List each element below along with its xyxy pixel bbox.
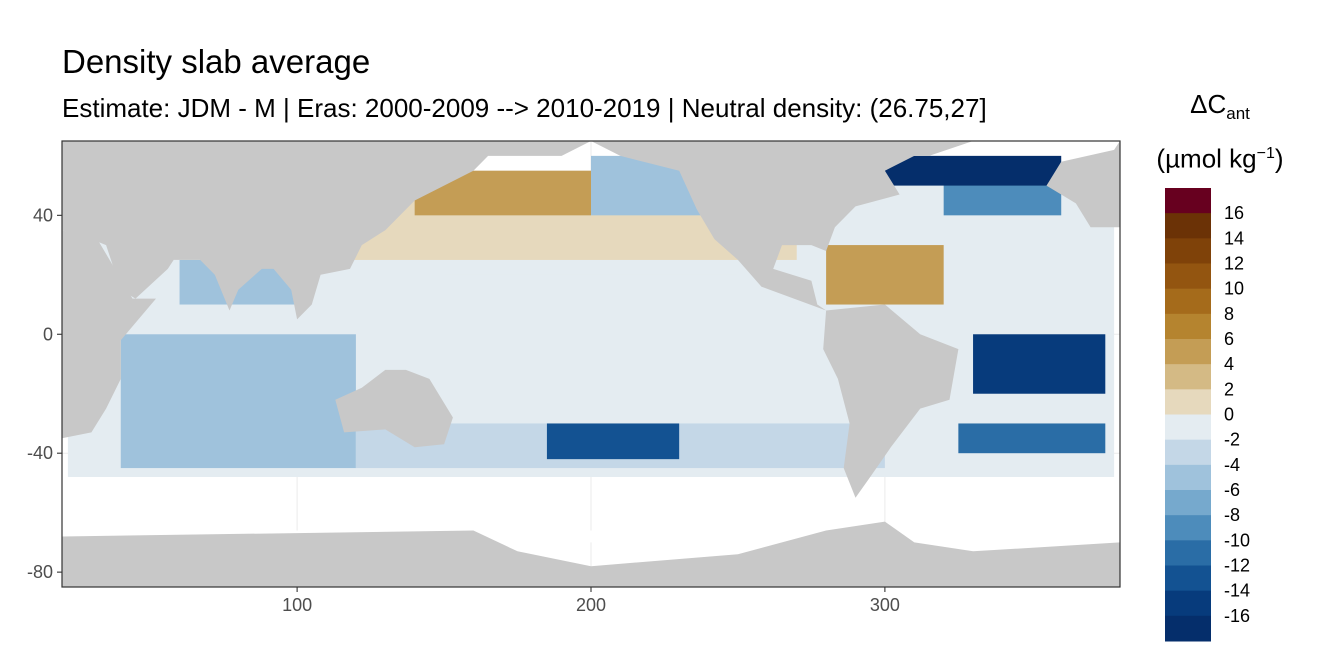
legend-label: -6 [1224, 480, 1240, 500]
chart-subtitle: Estimate: JDM - M | Eras: 2000-2009 --> … [62, 93, 987, 123]
legend-color-bin [1165, 238, 1211, 264]
legend-label: 12 [1224, 254, 1244, 274]
y-tick-label: 0 [43, 324, 53, 344]
legend-label: 0 [1224, 405, 1234, 425]
legend-color-bin [1165, 590, 1211, 617]
land-s-america [823, 304, 959, 498]
y-tick-label: -40 [27, 443, 53, 463]
legend-color-bin [1165, 540, 1211, 566]
legend-label: 2 [1224, 379, 1234, 399]
ocean-gap-cell [91, 530, 1106, 543]
legend-label: 16 [1224, 203, 1244, 223]
land-antarctica [62, 521, 1120, 587]
legend-color-bin [1165, 515, 1211, 541]
anomaly-cell [444, 274, 738, 424]
legend-label: -10 [1224, 530, 1250, 550]
anomaly-cell [826, 245, 944, 305]
legend-color-bin [1165, 414, 1211, 441]
legend-label: 14 [1224, 228, 1244, 248]
legend-color-bin [1165, 213, 1211, 239]
anomaly-cell [973, 334, 1106, 394]
legend-color-bin [1165, 464, 1211, 491]
legend-color-bin [1165, 313, 1211, 340]
legend-label: -2 [1224, 430, 1240, 450]
anomaly-cell [958, 423, 1106, 454]
legend-label: 4 [1224, 354, 1234, 374]
legend-color-bin [1165, 439, 1211, 466]
legend-color-bin [1165, 339, 1211, 365]
y-tick-label: -80 [27, 562, 53, 582]
x-tick-label: 300 [870, 595, 900, 615]
land-africa [62, 230, 156, 439]
legend-title: ΔCant (µmol kg−1) [1156, 89, 1284, 174]
land-greenland [899, 141, 974, 156]
legend-color-bin [1165, 188, 1211, 214]
legend-label: -8 [1224, 505, 1240, 525]
legend-color-bin [1165, 565, 1211, 592]
land-eurasia [62, 141, 591, 320]
legend-color-bin [1165, 288, 1211, 315]
legend-label: -4 [1224, 455, 1240, 475]
legend-label: 8 [1224, 304, 1234, 324]
y-tick-label: 40 [33, 205, 53, 225]
color-legend: 16 14 12 10 8 6 4 2 0 -2 -4 -6 -8 -10 -12 -14 -16 [1165, 188, 1250, 642]
x-tick-label: 100 [282, 595, 312, 615]
legend-label: -14 [1224, 581, 1250, 601]
legend-label: -16 [1224, 606, 1250, 626]
chart-title: Density slab average [62, 43, 371, 80]
legend-color-bin [1165, 490, 1211, 516]
legend-color-bin [1165, 364, 1211, 390]
land-n-america [591, 141, 944, 311]
x-tick-label: 200 [576, 595, 606, 615]
land-uk-europe [1046, 141, 1120, 228]
anomaly-cell [884, 155, 1062, 186]
anomaly-cell [120, 334, 356, 469]
legend-color-bin [1165, 263, 1211, 290]
legend-label: -12 [1224, 556, 1250, 576]
legend-label: 6 [1224, 329, 1234, 349]
legend-color-bin [1165, 615, 1211, 642]
legend-label: 10 [1224, 279, 1244, 299]
land-mask [62, 141, 1120, 587]
legend-color-bin [1165, 389, 1211, 415]
land-australia [335, 369, 453, 448]
anomaly-cell [546, 423, 680, 460]
